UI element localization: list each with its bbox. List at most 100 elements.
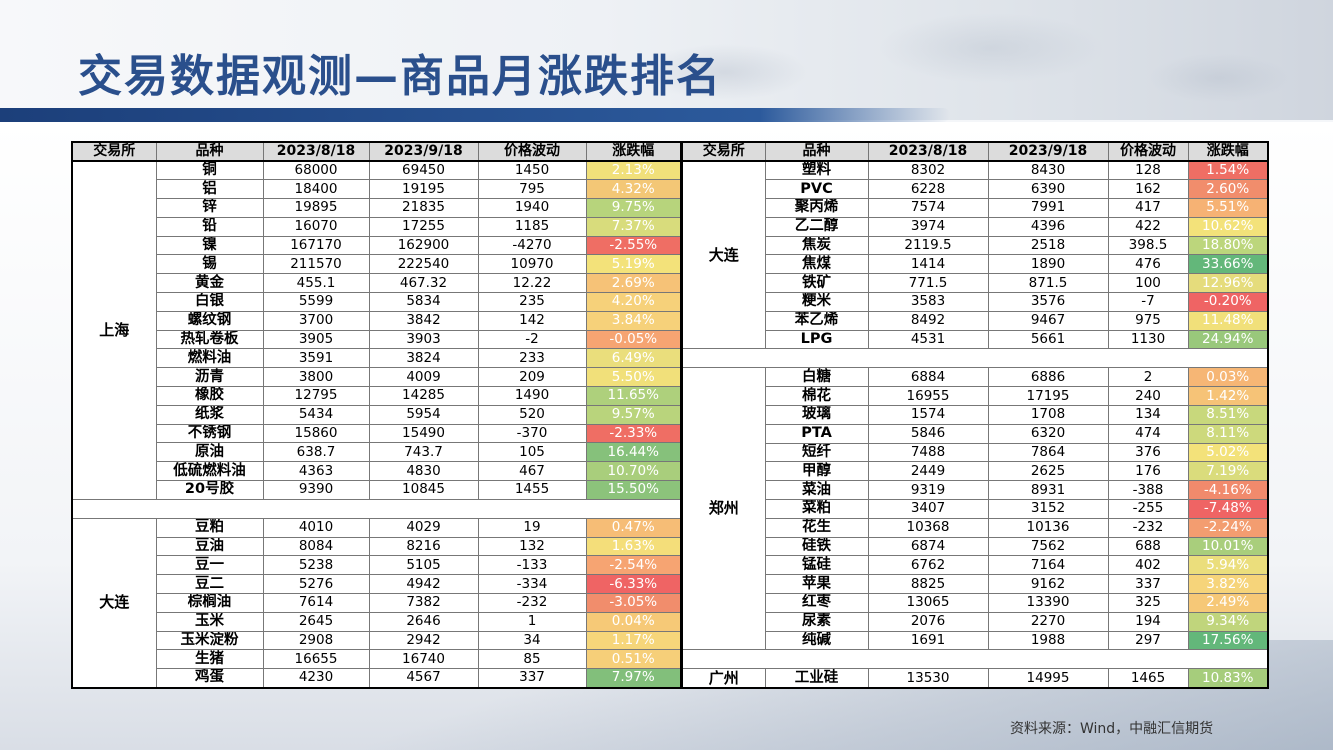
price-sep-18: 2646 (368, 611, 479, 632)
separator-cell (682, 649, 1268, 670)
price-aug-18: 7574 (867, 198, 989, 218)
commodity-name: LPG (764, 329, 869, 350)
price-aug-18: 1691 (867, 630, 989, 651)
percent-change: 0.03% (1187, 367, 1269, 388)
price-change: 1130 (1107, 329, 1189, 350)
exchange-cell: 郑州 (681, 367, 766, 651)
price-sep-18: 5661 (987, 329, 1109, 350)
header-cell: 品种 (155, 141, 264, 162)
percent-change: 0.04% (585, 611, 682, 632)
table-row: 白银 5599 5834 235 4.20% (72, 292, 682, 312)
commodity-name: 棉花 (764, 386, 869, 407)
header-cell: 品种 (764, 141, 869, 162)
price-sep-18: 162900 (368, 235, 479, 256)
commodity-name: 镍 (155, 235, 264, 256)
percent-change: -2.24% (1187, 517, 1269, 538)
percent-change: 2.60% (1187, 179, 1269, 200)
price-change: 398.5 (1107, 235, 1189, 256)
percent-change: -7.48% (1187, 499, 1269, 519)
commodity-name: 锌 (155, 198, 264, 218)
header-cell: 2023/9/18 (368, 141, 479, 162)
price-sep-18: 69450 (368, 160, 479, 181)
commodity-name: 尿素 (764, 611, 869, 632)
commodity-name: 菜粕 (764, 499, 869, 519)
price-aug-18: 2076 (867, 611, 989, 632)
price-aug-18: 3583 (867, 292, 989, 312)
price-sep-18: 8931 (987, 480, 1109, 501)
price-aug-18: 771.5 (867, 273, 989, 294)
price-aug-18: 167170 (262, 235, 370, 256)
price-sep-18: 8430 (987, 160, 1109, 181)
header-background (0, 0, 1333, 120)
table-row: 燃料油 3591 3824 233 6.49% (72, 348, 682, 369)
commodity-name: 白银 (155, 292, 264, 312)
price-aug-18: 3700 (262, 310, 370, 331)
percent-change: -2.55% (585, 235, 682, 256)
price-change: -7 (1107, 292, 1189, 312)
percent-change: 15.50% (585, 480, 682, 500)
commodity-name: 纸浆 (155, 404, 264, 425)
price-aug-18: 2908 (262, 630, 370, 651)
commodity-name: 乙二醇 (764, 216, 869, 237)
price-aug-18: 7614 (262, 593, 370, 613)
price-change: 128 (1107, 160, 1189, 181)
table-row: 纯碱 1691 1988 297 17.56% (682, 630, 1269, 651)
price-sep-18: 17195 (987, 386, 1109, 407)
price-aug-18: 5276 (262, 574, 370, 595)
commodity-name: 棕榈油 (155, 593, 264, 613)
commodity-name: 玻璃 (764, 405, 869, 425)
price-sep-18: 7864 (987, 442, 1109, 463)
commodity-name: 铅 (155, 216, 264, 237)
price-change: 1185 (477, 216, 587, 237)
header-cell: 交易所 (681, 141, 766, 162)
group-separator (682, 348, 1268, 369)
price-aug-18: 6874 (867, 536, 989, 557)
percent-change: -0.05% (585, 329, 682, 350)
commodity-name: 纯碱 (764, 630, 869, 651)
price-sep-18: 5954 (368, 404, 479, 425)
price-sep-18: 1988 (987, 630, 1109, 651)
price-change: 34 (477, 630, 587, 651)
table-row: PTA 5846 6320 474 8.11% (682, 423, 1269, 444)
price-change: 417 (1107, 198, 1189, 218)
table-row: 生猪 16655 16740 85 0.51% (72, 649, 682, 670)
price-aug-18: 5238 (262, 555, 370, 576)
header-cell: 2023/9/18 (987, 141, 1109, 162)
commodity-name: 豆二 (155, 574, 264, 595)
percent-change: 3.82% (1187, 574, 1269, 595)
price-change: -2 (477, 329, 587, 350)
table-row: 尿素 2076 2270 194 9.34% (682, 611, 1269, 632)
price-aug-18: 9390 (262, 480, 370, 500)
price-change: -133 (477, 555, 587, 576)
price-sep-18: 8216 (368, 536, 479, 557)
commodity-name: 螺纹钢 (155, 310, 264, 331)
commodity-name: 橡胶 (155, 386, 264, 406)
table-row: PVC 6228 6390 162 2.60% (682, 179, 1269, 200)
price-sep-18: 2518 (987, 235, 1109, 256)
price-aug-18: 3974 (867, 216, 989, 237)
commodity-name: 玉米淀粉 (155, 630, 264, 651)
price-aug-18: 9319 (867, 480, 989, 501)
price-change: 422 (1107, 216, 1189, 237)
price-aug-18: 16955 (867, 386, 989, 407)
price-change: 1 (477, 611, 587, 632)
price-sep-18: 743.7 (368, 442, 479, 463)
price-aug-18: 8084 (262, 536, 370, 557)
commodity-name: 燃料油 (155, 348, 264, 369)
price-sep-18: 3903 (368, 329, 479, 350)
table-header-row: 交易所 品种 2023/8/18 2023/9/18 价格波动 涨跌幅 (681, 141, 1269, 162)
table-row: 锡 211570 222540 10970 5.19% (72, 254, 682, 275)
header-cell: 2023/8/18 (867, 141, 989, 162)
price-sep-18: 14995 (987, 668, 1109, 689)
commodity-name: 铁矿 (764, 273, 869, 294)
table-row: 豆一 5238 5105 -133 -2.54% (72, 555, 682, 576)
percent-change: 0.47% (585, 517, 682, 538)
title-underline-bar (0, 108, 950, 122)
commodity-name: 短纤 (764, 442, 869, 463)
table-row: 豆油 8084 8216 132 1.63% (72, 536, 682, 557)
percent-change: 7.97% (585, 668, 682, 689)
price-change: 337 (1107, 574, 1189, 595)
price-change: 176 (1107, 461, 1189, 482)
table-row: 铁矿 771.5 871.5 100 12.96% (682, 273, 1269, 294)
table-row: 硅铁 6874 7562 688 10.01% (682, 536, 1269, 557)
